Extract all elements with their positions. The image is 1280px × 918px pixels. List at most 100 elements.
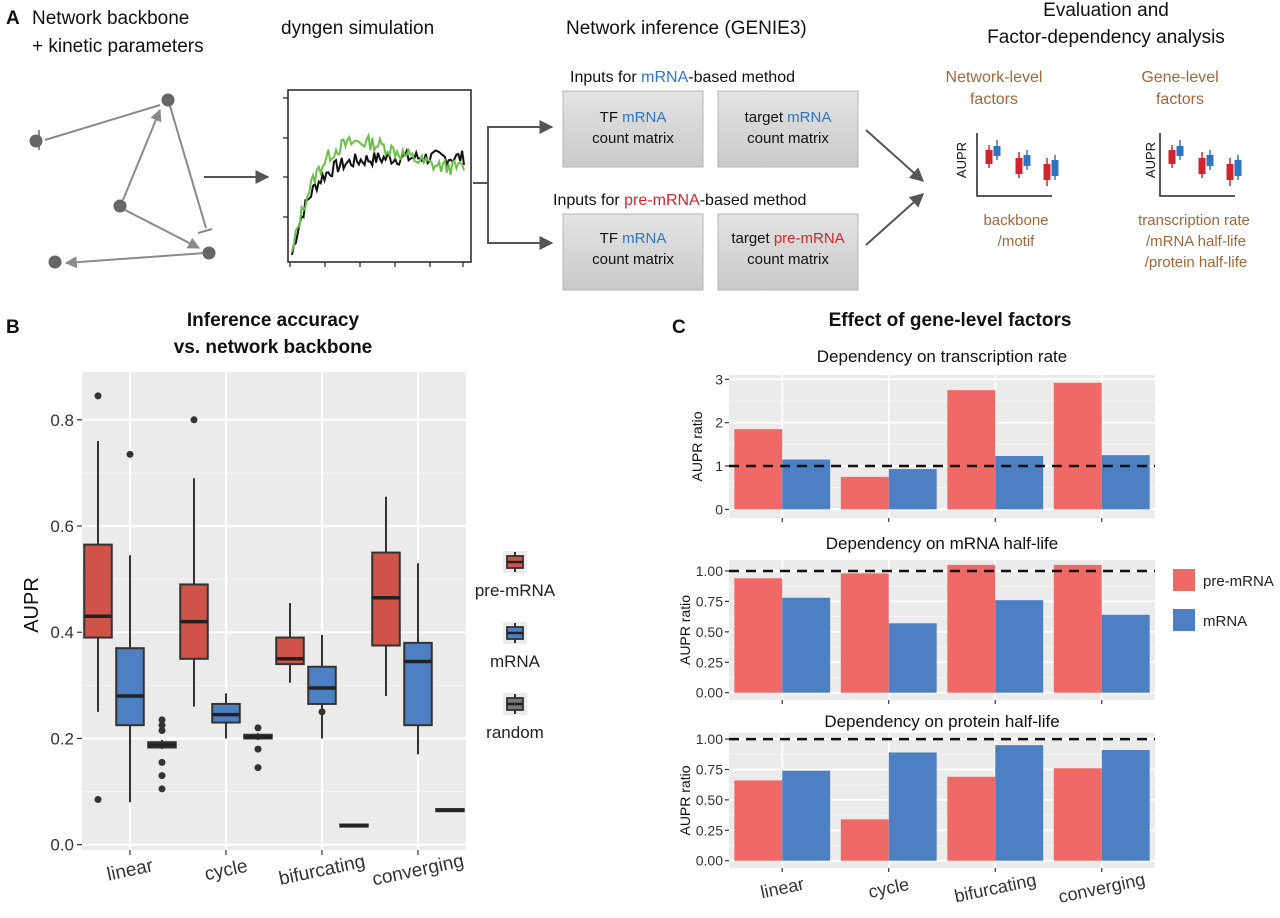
evaluation-arrows xyxy=(865,129,925,246)
mini-box xyxy=(1168,150,1176,164)
bar-pre-mRNA xyxy=(947,776,996,861)
box-target-premrna: target pre-mRNA count matrix xyxy=(717,213,859,291)
panel-b-title-line1: Inference accuracy xyxy=(187,310,360,331)
bar-pre-mRNA xyxy=(734,429,783,510)
edge-inhibit-left xyxy=(44,104,161,141)
panel-b-ylabel: AUPR xyxy=(21,577,43,633)
inference-title: Network inference (GENIE3) xyxy=(566,18,807,39)
panel-a: A Network backbone + kinetic parameters … xyxy=(6,0,1250,291)
boxplot-legend: pre-mRNA mRNA random xyxy=(475,551,556,742)
network-nodes xyxy=(29,93,216,269)
bar-mRNA xyxy=(995,745,1044,861)
box-outlier xyxy=(254,724,262,732)
box-target-mrna: target mRNA count matrix xyxy=(717,90,859,168)
bar-ylabel: AUPR ratio xyxy=(677,595,693,665)
bar-chart-title: Dependency on mRNA half-life xyxy=(826,534,1058,553)
simulation-plot-frame xyxy=(287,89,472,263)
bar-xtick-label: cycle xyxy=(867,874,911,902)
gene-level-xlabel-line3: /protein half-life xyxy=(1145,254,1248,271)
svg-text:TF mRNA: TF mRNA xyxy=(600,230,667,247)
bar-ytick-label: 0.75 xyxy=(696,593,723,609)
bar-xtick-label: converging xyxy=(1057,869,1147,907)
panel-b: B Inference accuracy vs. network backbon… xyxy=(6,310,556,890)
bar-ytick-label: 0.50 xyxy=(696,792,723,808)
box-outlier xyxy=(126,450,134,458)
bar-pre-mRNA xyxy=(947,390,996,510)
mini-axes xyxy=(1159,133,1235,197)
node xyxy=(202,246,216,260)
boxplot-xtick-label: linear xyxy=(105,855,155,885)
boxplot-ytick-label: 0.0 xyxy=(50,836,74,855)
bar-mRNA xyxy=(1101,455,1150,510)
bar-ytick-label: 0.25 xyxy=(696,822,723,838)
backbone-title-line1: Network backbone xyxy=(32,8,189,29)
bar-ytick-label: 0 xyxy=(715,501,723,517)
edge-activate-up xyxy=(122,108,162,201)
gene-level-xlabel-line2: /mRNA half-life xyxy=(1146,233,1246,250)
edge-activate-down xyxy=(124,209,201,249)
bar-pre-mRNA xyxy=(734,780,783,861)
bar-pre-mRNA xyxy=(947,564,996,693)
network-level-xlabel-line2: /motif xyxy=(998,233,1036,250)
mrna-method-heading: Inputs for mRNA-based method xyxy=(570,69,795,86)
bar-ylabel: AUPR ratio xyxy=(689,411,705,481)
bar-legend-key xyxy=(1173,569,1195,591)
bar-ytick-label: 0.25 xyxy=(696,654,723,670)
svg-text:target pre-mRNA: target pre-mRNA xyxy=(731,230,844,247)
box-tf-mrna-2: TF mRNA count matrix xyxy=(562,213,704,291)
gene-level-xlabel-line1: transcription rate xyxy=(1138,212,1250,229)
legend-label-random: random xyxy=(486,723,544,742)
boxplot-xtick-label: converging xyxy=(370,851,465,891)
mini-box xyxy=(993,146,1001,156)
mini-box xyxy=(1043,164,1051,180)
box-outlier xyxy=(158,772,166,780)
bar-mRNA xyxy=(782,597,831,693)
box-mRNA xyxy=(115,647,145,727)
bar-mRNA xyxy=(888,469,937,510)
svg-text:target mRNA: target mRNA xyxy=(745,109,832,126)
network-level-xlabel-line1: backbone xyxy=(983,212,1048,229)
bar-xtick-label: bifurcating xyxy=(953,870,1038,907)
mini-plot-network-level xyxy=(976,133,1059,197)
bar-ytick-label: 2 xyxy=(715,415,723,431)
box-mRNA xyxy=(307,665,337,705)
bar-pre-mRNA xyxy=(840,476,889,510)
mini-ylabel-gene: AUPR xyxy=(1143,142,1158,178)
bar-ytick-label: 1.00 xyxy=(696,563,723,579)
bar-xtick-label: linear xyxy=(759,874,806,903)
edge-inhibit-bar-right xyxy=(197,228,213,234)
bar-mRNA xyxy=(995,456,1044,510)
backbone-title-line2: + kinetic parameters xyxy=(32,36,204,57)
simulation-trace-black xyxy=(291,147,465,256)
simulation-title: dyngen simulation xyxy=(281,18,434,39)
simulation-plot xyxy=(283,89,472,267)
mini-box xyxy=(1234,160,1242,176)
bar-legend-label-pre-mRNA: pre-mRNA xyxy=(1203,573,1274,590)
bar-ytick-label: 3 xyxy=(715,371,723,387)
bar-pre-mRNA xyxy=(840,819,889,861)
bar-legend: pre-mRNA mRNA xyxy=(1173,569,1274,631)
bar-legend-label-mRNA: mRNA xyxy=(1203,613,1247,630)
mini-box xyxy=(1051,160,1059,176)
svg-text:count matrix: count matrix xyxy=(592,130,674,147)
mini-plot-gene-level xyxy=(1159,133,1242,197)
box-outlier xyxy=(158,785,166,793)
panel-a-label: A xyxy=(6,8,20,29)
bar-mRNA xyxy=(888,752,937,861)
network-level-title-line2: factors xyxy=(970,91,1018,108)
panel-c: C Effect of gene-level factors Dependenc… xyxy=(672,310,1274,907)
bar-chart-title: Dependency on transcription rate xyxy=(817,347,1067,366)
boxplot-ytick-label: 0.2 xyxy=(50,729,74,748)
bar-pre-mRNA xyxy=(1053,382,1102,510)
svg-text:count matrix: count matrix xyxy=(747,251,829,268)
network-graph xyxy=(38,104,213,269)
edge-activate-left xyxy=(64,252,206,269)
bar-mRNA xyxy=(888,623,937,693)
bar-mRNA xyxy=(995,600,1044,693)
box-outlier xyxy=(158,727,166,734)
bar-legend-key xyxy=(1173,609,1195,631)
svg-text:count matrix: count matrix xyxy=(747,130,829,147)
mini-box xyxy=(1176,146,1184,156)
boxplot-xtick-label: cycle xyxy=(203,856,250,886)
box-outlier xyxy=(190,416,198,424)
